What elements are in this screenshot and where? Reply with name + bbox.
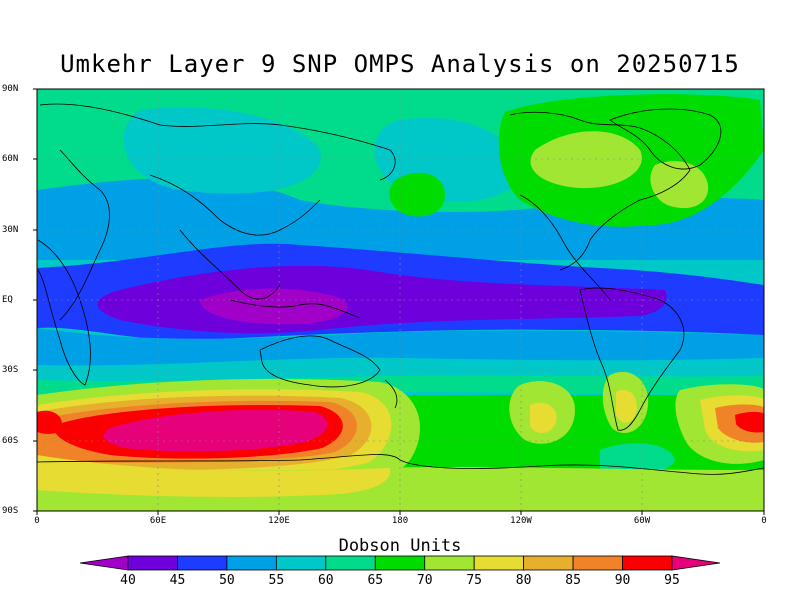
map-title: Umkehr Layer 9 SNP OMPS Analysis on 2025… — [60, 50, 740, 78]
filled-contours — [37, 89, 764, 511]
colorbar-swatch — [622, 555, 673, 571]
lon-label-120w: 120W — [510, 516, 532, 526]
colorbar-tick-label: 65 — [367, 573, 384, 588]
lon-label-60e: 60E — [149, 516, 167, 526]
lat-label-90n: 90N — [2, 84, 19, 94]
lat-label-30n: 30N — [2, 225, 19, 235]
colorbar — [79, 555, 721, 571]
colorbar-swatch — [424, 555, 475, 571]
colorbar-tick-label: 40 — [120, 573, 136, 588]
colorbar-title: Dobson Units — [338, 536, 462, 556]
gridlines — [37, 89, 764, 511]
lon-label-120e: 120E — [268, 516, 290, 526]
lat-label-90s: 90S — [2, 506, 19, 516]
colorbar-under-triangle — [79, 555, 129, 571]
colorbar-over-triangle — [671, 555, 721, 571]
lat-label-30s: 30S — [2, 365, 19, 375]
colorbar-tick-label: 55 — [268, 573, 285, 588]
colorbar-tick-label: 80 — [515, 573, 532, 588]
colorbar-swatch — [226, 555, 277, 571]
colorbar-swatch — [473, 555, 525, 571]
lat-label-60s: 60S — [2, 436, 19, 446]
colorbar-tick-label: 85 — [565, 573, 581, 588]
colorbar-tick-label: 70 — [416, 573, 433, 588]
colorbar-swatch — [523, 555, 574, 571]
colorbar-tick-label: 50 — [219, 573, 235, 588]
lon-label-0-east: 0 — [761, 516, 767, 526]
colorbar-tick-label: 60 — [317, 573, 334, 588]
lon-label-180: 180 — [391, 516, 409, 526]
colorbar-swatch — [325, 555, 376, 571]
colorbar-tick-label: 75 — [466, 573, 482, 588]
axis-ticks — [33, 88, 765, 515]
colorbar-tick-label: 45 — [169, 573, 186, 588]
colorbar-swatch — [127, 555, 178, 571]
colorbar-swatch — [275, 555, 327, 571]
colorbar-tick-label: 90 — [614, 573, 631, 588]
lat-label-60n: 60N — [2, 154, 19, 164]
lon-label-0: 0 — [34, 516, 40, 526]
colorbar-swatch — [374, 555, 426, 571]
colorbar-tick-label: 95 — [664, 573, 680, 588]
lat-label-eq: EQ — [2, 295, 13, 305]
lon-label-60w: 60W — [633, 516, 651, 526]
colorbar-swatch — [177, 555, 228, 571]
colorbar-swatch — [572, 555, 623, 571]
